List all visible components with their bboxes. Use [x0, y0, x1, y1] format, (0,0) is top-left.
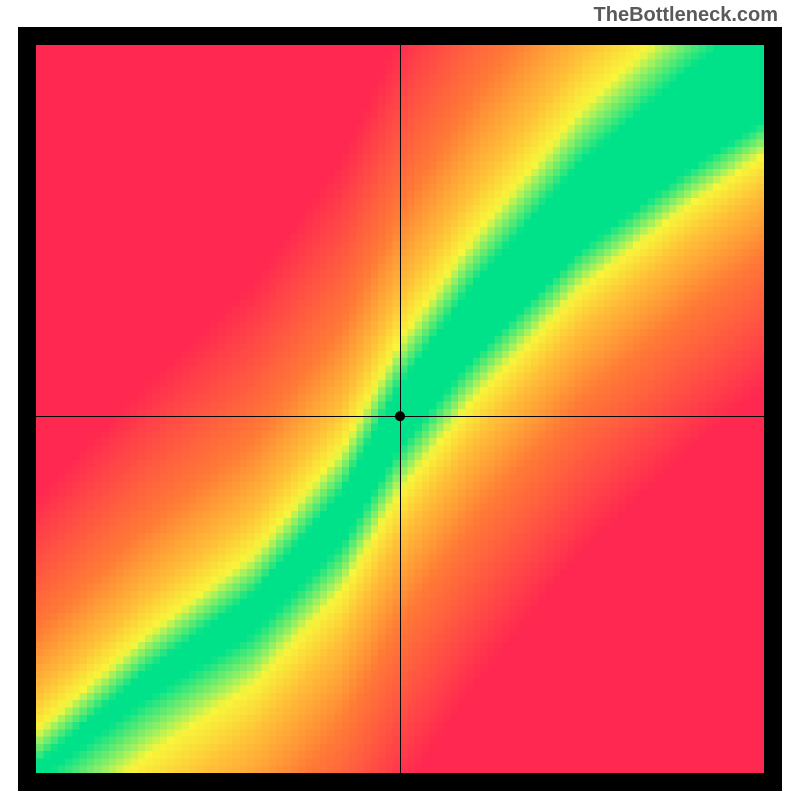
chart-container: TheBottleneck.com: [0, 0, 800, 800]
plot-frame: [18, 27, 782, 791]
watermark-text: TheBottleneck.com: [594, 4, 778, 27]
crosshair-overlay: [36, 45, 764, 773]
